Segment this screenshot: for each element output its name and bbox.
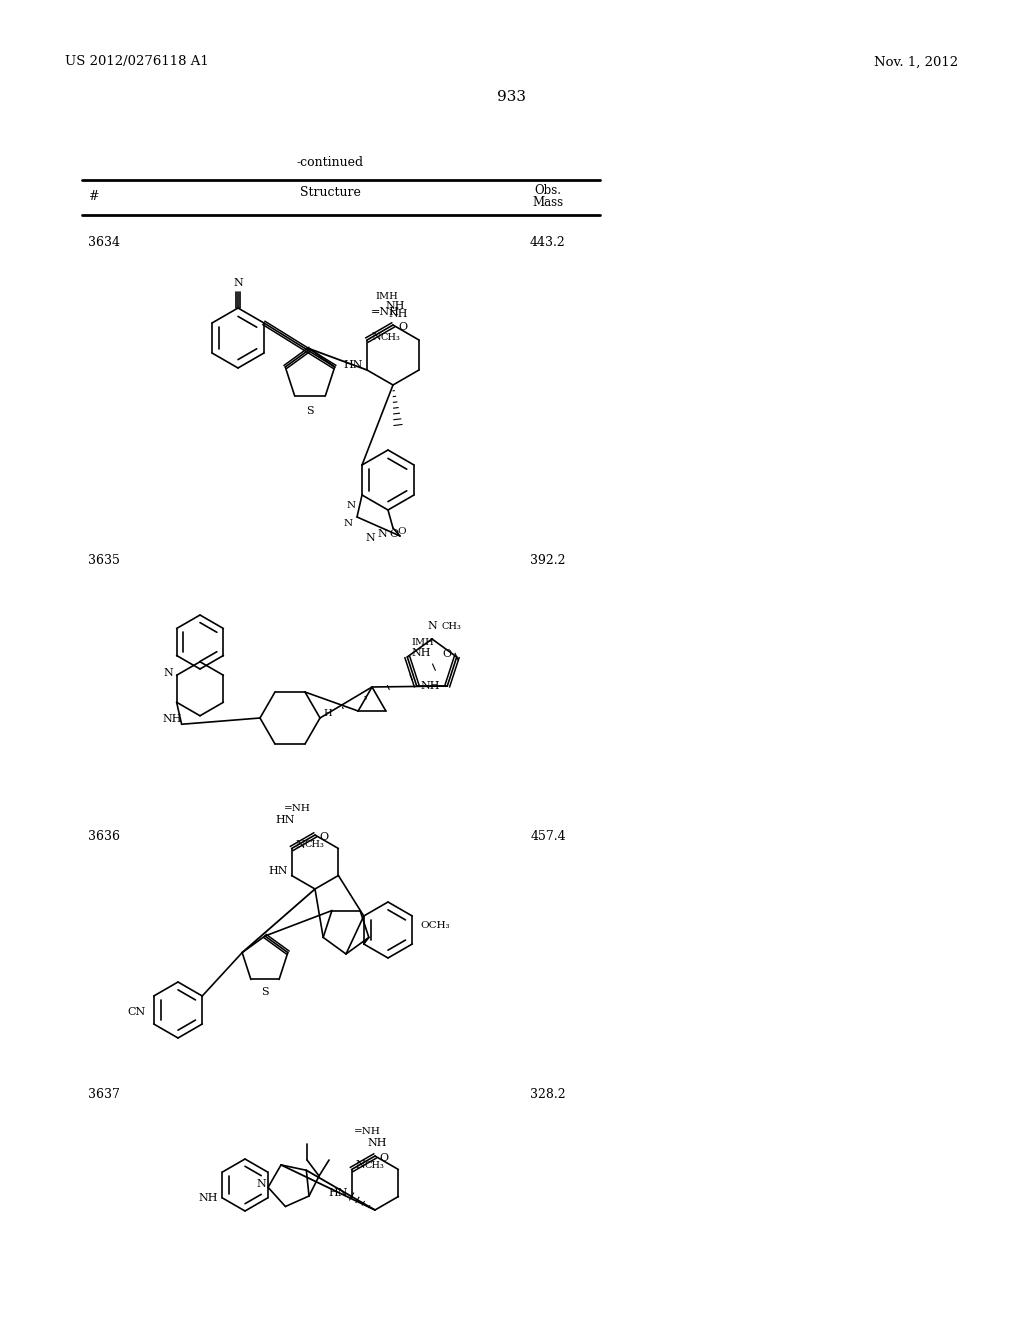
Text: US 2012/0276118 A1: US 2012/0276118 A1: [65, 55, 209, 69]
Text: HN: HN: [343, 360, 364, 370]
Text: 3636: 3636: [88, 829, 120, 842]
Text: O: O: [398, 322, 408, 333]
Text: NH: NH: [388, 309, 408, 319]
Text: =NH: =NH: [353, 1127, 381, 1137]
Text: H: H: [323, 709, 332, 718]
Text: O: O: [397, 528, 406, 536]
Text: 3635: 3635: [88, 553, 120, 566]
Text: HN: HN: [328, 1188, 347, 1197]
Text: 457.4: 457.4: [530, 829, 566, 842]
Text: 328.2: 328.2: [530, 1088, 566, 1101]
Text: HN: HN: [275, 814, 295, 825]
Text: O: O: [389, 529, 398, 539]
Text: N: N: [344, 519, 353, 528]
Text: =NH: =NH: [371, 308, 399, 317]
Text: S: S: [306, 407, 313, 416]
Text: =NH: =NH: [284, 804, 310, 813]
Text: N: N: [377, 529, 387, 539]
Text: IMH: IMH: [412, 639, 434, 648]
Text: O: O: [319, 832, 328, 842]
Text: 392.2: 392.2: [530, 553, 565, 566]
Text: 443.2: 443.2: [530, 235, 566, 248]
Text: N: N: [296, 840, 305, 850]
Text: NH: NH: [163, 714, 182, 725]
Text: CN: CN: [128, 1007, 146, 1016]
Text: CH₃: CH₃: [442, 622, 462, 631]
Text: NH: NH: [412, 648, 431, 657]
Text: CH₃: CH₃: [380, 333, 400, 342]
Text: N: N: [164, 668, 174, 678]
Text: NH: NH: [368, 1138, 387, 1148]
Text: OCH₃: OCH₃: [420, 921, 450, 931]
Text: N: N: [347, 500, 356, 510]
Text: NH: NH: [385, 301, 404, 312]
Text: NH: NH: [421, 681, 440, 692]
Text: O: O: [379, 1152, 388, 1163]
Text: CH₃: CH₃: [304, 840, 325, 849]
Text: N: N: [233, 279, 243, 288]
Text: Structure: Structure: [300, 186, 360, 199]
Text: #: #: [88, 190, 98, 203]
Text: O: O: [442, 649, 452, 659]
Text: 3637: 3637: [88, 1088, 120, 1101]
Text: N: N: [371, 333, 381, 342]
Text: NH: NH: [198, 1193, 217, 1203]
Text: N: N: [355, 1160, 366, 1171]
Text: 933: 933: [498, 90, 526, 104]
Text: CH₃: CH₃: [365, 1162, 384, 1170]
Text: Nov. 1, 2012: Nov. 1, 2012: [873, 55, 958, 69]
Text: HN: HN: [268, 866, 288, 876]
Text: S: S: [261, 987, 269, 998]
Text: Mass: Mass: [532, 195, 563, 209]
Text: N: N: [256, 1179, 266, 1189]
Text: Obs.: Obs.: [535, 183, 561, 197]
Text: IMH: IMH: [376, 292, 398, 301]
Text: 3634: 3634: [88, 235, 120, 248]
Text: -continued: -continued: [296, 157, 364, 169]
Text: N: N: [427, 620, 437, 631]
Text: N: N: [366, 533, 375, 543]
